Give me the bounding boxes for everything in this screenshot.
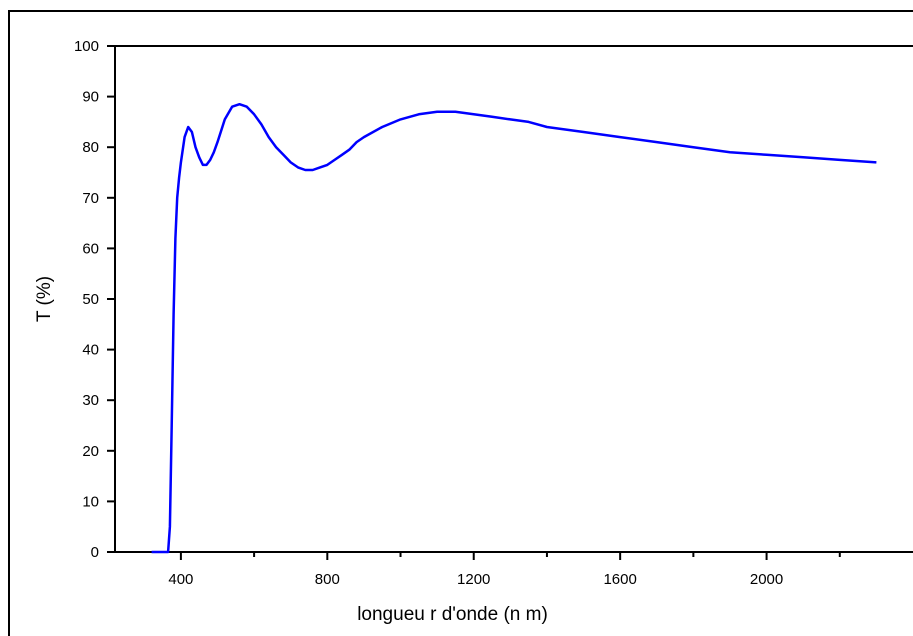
series-layer (151, 102, 877, 554)
y-tick-label: 30 (82, 392, 99, 409)
x-tick-label: 1600 (603, 571, 636, 588)
y-ticks: 0 10 20 30 40 50 60 70 80 90 100 (74, 38, 115, 561)
x-tick-label: 400 (168, 571, 193, 588)
x-tick-label: 2000 (750, 571, 783, 588)
x-tick-label: 800 (315, 571, 340, 588)
y-tick-label: 90 (82, 89, 99, 106)
axes (114, 45, 913, 553)
x-tick-label: 1200 (457, 571, 490, 588)
y-tick-label: 20 (82, 443, 99, 460)
transmittance-line (151, 102, 877, 554)
y-tick-label: 10 (82, 493, 99, 510)
y-tick-label: 40 (82, 342, 99, 359)
y-tick-label: 80 (82, 139, 99, 156)
y-tick-label: 50 (82, 291, 99, 308)
y-tick-label: 60 (82, 240, 99, 257)
y-tick-label: 100 (74, 38, 99, 55)
x-ticks: 400 800 1200 1600 2000 (168, 552, 841, 588)
x-axis-title: longueu r d'onde (n m) (357, 604, 548, 625)
y-tick-label: 0 (91, 544, 99, 561)
y-tick-label: 70 (82, 190, 99, 207)
plot-frame (8, 10, 913, 636)
y-axis-title: T (%) (34, 276, 55, 322)
